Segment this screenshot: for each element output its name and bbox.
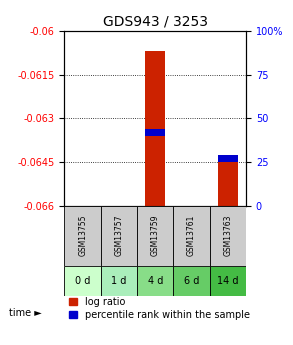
Bar <box>101 266 137 296</box>
Bar <box>145 51 165 206</box>
Text: GSM13757: GSM13757 <box>115 215 123 256</box>
Legend: log ratio, percentile rank within the sample: log ratio, percentile rank within the sa… <box>69 297 250 320</box>
Bar <box>145 129 165 136</box>
Text: GSM13761: GSM13761 <box>187 215 196 256</box>
Text: GSM13763: GSM13763 <box>224 215 232 256</box>
Title: GDS943 / 3253: GDS943 / 3253 <box>103 14 208 29</box>
Text: GSM13759: GSM13759 <box>151 215 160 256</box>
Text: time ►: time ► <box>9 308 42 318</box>
Text: 1 d: 1 d <box>111 276 127 286</box>
Text: 6 d: 6 d <box>184 276 199 286</box>
Text: 14 d: 14 d <box>217 276 239 286</box>
Bar <box>101 206 137 266</box>
Bar <box>173 206 210 266</box>
Bar <box>64 266 101 296</box>
Bar <box>137 206 173 266</box>
Bar <box>173 266 210 296</box>
Bar <box>210 206 246 266</box>
Bar <box>137 266 173 296</box>
Bar <box>210 266 246 296</box>
Bar <box>218 156 238 206</box>
Bar <box>218 155 238 162</box>
Text: 4 d: 4 d <box>148 276 163 286</box>
Bar <box>64 206 101 266</box>
Text: GSM13755: GSM13755 <box>78 215 87 256</box>
Text: 0 d: 0 d <box>75 276 90 286</box>
